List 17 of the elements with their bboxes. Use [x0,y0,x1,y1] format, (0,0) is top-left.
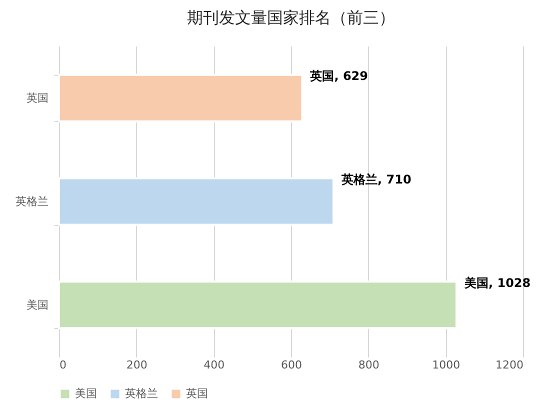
x-tick-label: 0 [60,358,66,372]
chart-title: 期刊发文量国家排名（前三） [187,8,395,27]
x-tick-label: 600 [281,358,302,372]
y-tick-label: 英国 [26,92,48,105]
data-label: 英格兰, 710 [340,172,412,186]
y-tick-label: 美国 [26,298,48,312]
x-tick-label: 1000 [432,358,460,372]
data-label: 美国, 1028 [463,276,531,290]
x-tick-label: 800 [358,358,380,372]
x-tick-label: 200 [126,358,148,372]
y-tick-label: 英格兰 [16,195,48,208]
data-label: 英国, 629 [309,69,368,84]
legend-label: 英格兰 [125,387,158,400]
legend-label: 英国 [186,387,208,400]
x-tick-label: 400 [204,358,225,372]
legend-label: 美国 [75,387,97,400]
x-tick-label: 1200 [496,358,524,372]
